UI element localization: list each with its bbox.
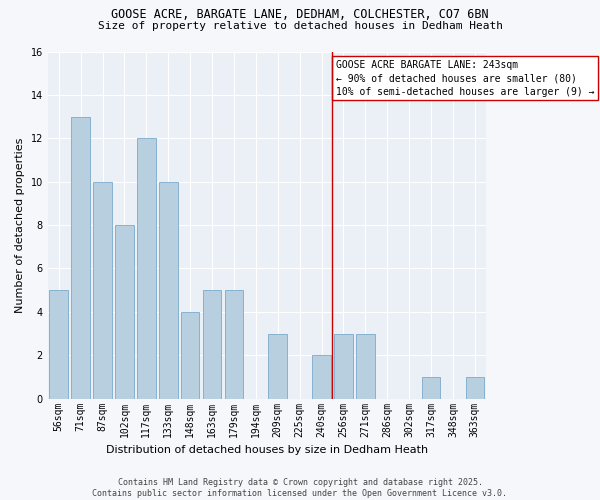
- Bar: [312, 355, 331, 399]
- Text: GOOSE ACRE BARGATE LANE: 243sqm
← 90% of detached houses are smaller (80)
10% of: GOOSE ACRE BARGATE LANE: 243sqm ← 90% of…: [336, 60, 594, 96]
- Bar: [466, 377, 484, 398]
- Y-axis label: Number of detached properties: Number of detached properties: [15, 138, 25, 313]
- Bar: [159, 182, 178, 398]
- Text: GOOSE ACRE, BARGATE LANE, DEDHAM, COLCHESTER, CO7 6BN: GOOSE ACRE, BARGATE LANE, DEDHAM, COLCHE…: [111, 8, 489, 20]
- Bar: [93, 182, 112, 398]
- Bar: [49, 290, 68, 399]
- Bar: [334, 334, 353, 398]
- Bar: [224, 290, 243, 399]
- Bar: [137, 138, 155, 398]
- Bar: [268, 334, 287, 398]
- Bar: [422, 377, 440, 398]
- X-axis label: Distribution of detached houses by size in Dedham Heath: Distribution of detached houses by size …: [106, 445, 428, 455]
- Bar: [115, 225, 134, 398]
- Bar: [71, 116, 90, 398]
- Text: Size of property relative to detached houses in Dedham Heath: Size of property relative to detached ho…: [97, 21, 503, 31]
- Bar: [203, 290, 221, 399]
- Text: Contains HM Land Registry data © Crown copyright and database right 2025.
Contai: Contains HM Land Registry data © Crown c…: [92, 478, 508, 498]
- Bar: [356, 334, 374, 398]
- Bar: [181, 312, 199, 398]
